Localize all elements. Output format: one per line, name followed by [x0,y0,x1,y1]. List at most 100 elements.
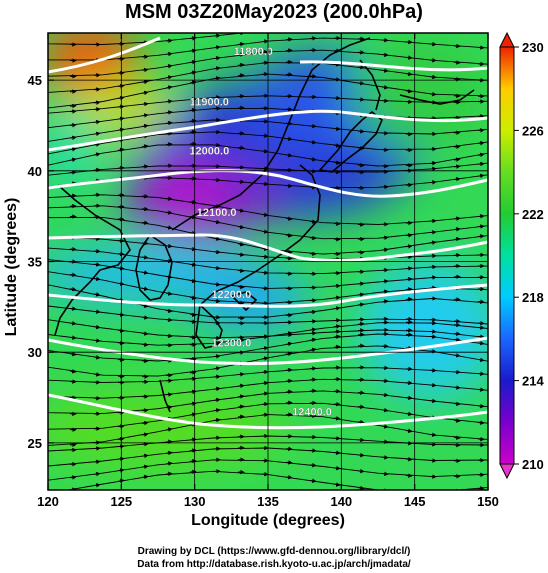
y-axis-ticks: 25 30 35 40 45 [28,73,54,451]
wind-streamlines [48,33,488,490]
wind-arrow [141,67,149,73]
wind-arrow [357,145,365,151]
wind-arrow [405,276,413,282]
height-contour [48,393,488,430]
wind-arrow [237,268,245,273]
wind-arrow [237,208,245,213]
wind-arrow [237,131,245,136]
wind-arrow [213,417,221,423]
wind-arrow [165,85,173,90]
wind-arrow [141,474,149,480]
wind-arrow [165,51,173,57]
height-contour [48,283,488,308]
y-axis-label: Latitude (degrees) [3,197,20,337]
wind-arrow [477,472,485,478]
wind-arrow [93,262,101,267]
wind-arrow [477,357,485,363]
wind-arrow [477,403,485,409]
wind-arrow [237,414,245,419]
wind-arrow [261,356,269,361]
credit-data: Data from http://database.rish.kyoto-u.a… [137,559,411,570]
wind-arrow [93,355,101,360]
wind-arrow [165,333,173,339]
wind-arrow [213,386,221,392]
x-tick-label: 140 [330,494,352,509]
wind-arrow [261,471,269,477]
wind-arrow [213,282,221,287]
y-tick-label: 40 [28,164,42,179]
wind-arrow [453,216,461,221]
wind-arrow [477,340,485,346]
colorbar-tick-label: 218 [522,290,544,305]
wind-arrow [141,144,149,149]
wind-arrow [381,52,389,58]
wind-arrow [237,252,245,257]
wind-arrow [381,392,389,398]
wind-arrow [165,75,173,80]
wind-arrow [165,131,173,136]
wind-arrow [141,286,149,291]
wind-arrow [213,298,221,304]
y-tick-label: 25 [28,436,42,451]
wind-arrow [357,281,365,287]
wind-arrow [381,68,389,73]
wind-arrow [285,216,293,221]
wind-arrow [237,41,245,47]
wind-arrow [165,196,173,201]
wind-arrow [285,153,293,158]
wind-arrow [93,471,101,477]
contour-label: 12300.0 [211,338,251,350]
wind-arrow [429,74,437,80]
wind-arrow [69,475,77,480]
wind-arrow [381,471,389,477]
x-tick-label: 120 [37,494,59,509]
wind-arrow [69,272,77,277]
wind-arrow [477,152,485,158]
wind-arrow [93,446,101,451]
wind-arrow [237,338,245,343]
wind-arrow [309,309,317,315]
wind-arrow [93,276,101,282]
wind-arrow [69,461,77,467]
colorbar: 210 214 218 222 226 230 [499,31,544,480]
wind-arrow [309,157,317,162]
wind-arrow [453,176,461,182]
wind-arrow [453,353,461,358]
wind-arrow [453,331,461,336]
wind-arrow [165,274,173,280]
wind-arrow [453,435,461,440]
wind-arrow [381,235,389,240]
wind-arrow [213,203,221,209]
wind-arrow [285,249,293,255]
wind-arrow [165,291,173,296]
wind-arrow [453,322,461,328]
wind-arrow [285,233,293,238]
wind-arrow [93,107,101,112]
wind-arrow [141,206,149,212]
wind-arrow [453,236,461,242]
wind-arrow [477,325,485,330]
wind-arrow [165,471,173,477]
wind-arrow [333,344,341,350]
wind-arrow [213,249,221,255]
colorbar-tick-label: 226 [522,123,544,138]
height-contour [48,36,161,74]
wind-arrow [165,427,173,432]
wind-arrow [309,298,317,303]
wind-arrow [237,73,245,78]
wind-arrow [477,387,485,392]
wind-arrow [477,486,485,490]
wind-arrow [69,170,77,175]
x-tick-label: 150 [477,494,499,509]
wind-arrow [93,100,101,105]
wind-arrow [429,91,437,97]
wind-arrow [261,133,269,138]
wind-arrow [309,123,317,129]
wind-arrow [213,366,221,371]
wind-arrow [333,334,341,339]
wind-arrow [261,229,269,234]
x-tick-label: 125 [110,494,132,509]
wind-arrow [165,308,173,314]
wind-arrow [237,284,245,290]
wind-arrow [309,347,317,352]
